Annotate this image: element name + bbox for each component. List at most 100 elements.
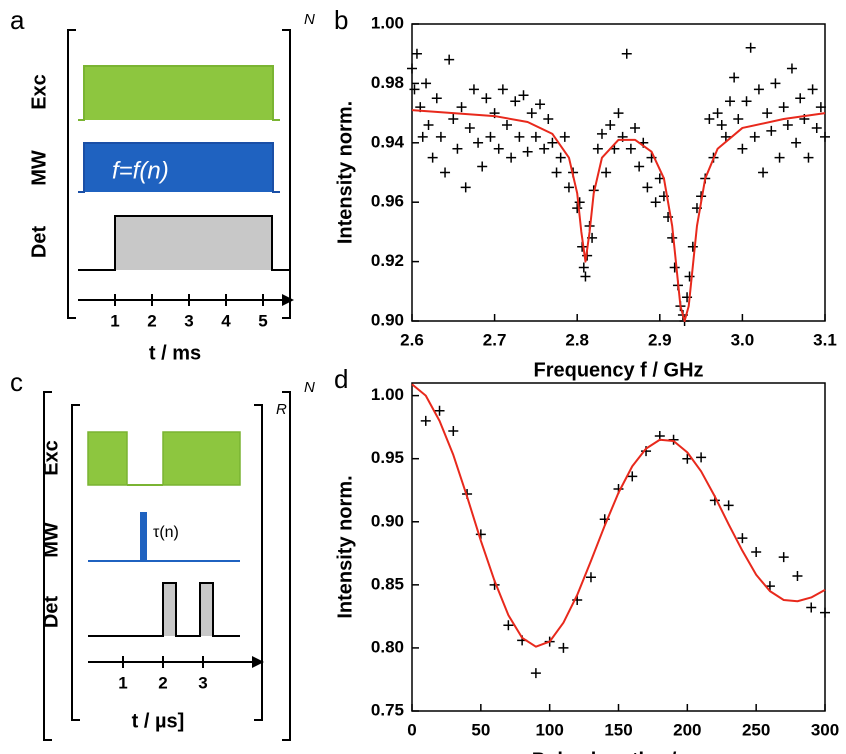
data-point (753, 84, 764, 95)
x-tick-label: 50 (471, 720, 490, 739)
data-point (444, 54, 455, 65)
data-point (621, 48, 632, 59)
data-point (601, 167, 612, 178)
x-tick-label: 2.8 (565, 330, 589, 349)
x-tick-label: 250 (742, 720, 770, 739)
panel-label: b (334, 5, 348, 35)
data-point (448, 114, 459, 125)
data-point (745, 42, 756, 53)
y-tick-label: 0.85 (371, 574, 404, 593)
data-point (820, 607, 830, 618)
data-point (435, 131, 446, 142)
data-point (574, 197, 585, 208)
x-tick-label: 150 (604, 720, 632, 739)
data-point (762, 108, 773, 119)
data-point (526, 108, 537, 119)
data-point (514, 131, 525, 142)
exc-pulse (87, 431, 241, 486)
data-point (716, 119, 727, 130)
plot-frame (411, 23, 826, 322)
fit-curve (411, 109, 826, 322)
data-point (448, 425, 459, 436)
mw-pulse (78, 142, 280, 193)
data-point (803, 152, 814, 163)
annotation: f=f(n) (112, 157, 169, 184)
data-point (456, 102, 467, 113)
mw-pulse (140, 512, 147, 561)
x-tick-label: 5 (258, 311, 267, 330)
data-point (792, 571, 803, 582)
data-point (407, 63, 417, 74)
det-pulse (78, 215, 290, 271)
y-tick-label: 1.00 (371, 385, 404, 404)
panel-label: a (10, 5, 25, 35)
data-point (503, 620, 514, 631)
bracket (71, 404, 263, 721)
data-point (518, 90, 529, 101)
data-point (749, 131, 760, 142)
y-tick-label: 0.98 (371, 73, 404, 92)
x-tick-label: 2.9 (648, 330, 672, 349)
data-point (627, 471, 638, 482)
data-point (493, 143, 504, 154)
x-tick-label: 4 (221, 311, 231, 330)
x-tick-label: 2 (158, 673, 167, 692)
x-tick-label: 1 (110, 311, 119, 330)
data-point (434, 405, 445, 416)
data-point (786, 63, 797, 74)
x-tick-label: 2.6 (400, 330, 424, 349)
data-point (811, 122, 822, 133)
data-point (774, 152, 785, 163)
fit-curve (411, 383, 826, 648)
data-point (530, 131, 541, 142)
x-tick-label: 2 (147, 311, 156, 330)
y-tick-label: 1.00 (371, 13, 404, 32)
data-point (751, 547, 762, 558)
y-axis-title: Intensity norm. (334, 475, 356, 618)
data-point (510, 96, 521, 107)
data-point (613, 108, 624, 119)
data-point (543, 114, 554, 125)
data-point (578, 262, 589, 273)
data-point (820, 131, 830, 142)
axis-title: t / µs] (132, 710, 185, 732)
data-point (539, 143, 550, 154)
x-axis-title: Frequency f / GHz (533, 359, 703, 381)
data-point (411, 48, 422, 59)
data-point (452, 143, 463, 154)
data-point (630, 122, 641, 133)
data-point (558, 642, 569, 653)
bracket (43, 391, 291, 741)
data-point (806, 602, 817, 613)
data-point (468, 84, 479, 95)
plot-frame (411, 382, 826, 712)
data-point (815, 102, 826, 113)
data-point (423, 119, 434, 130)
axis-title: t / ms (149, 342, 201, 364)
y-tick-label: 0.90 (371, 511, 404, 530)
data-point (551, 167, 562, 178)
data-point (431, 93, 442, 104)
data-point (563, 182, 574, 193)
data-point (592, 143, 603, 154)
arrow-head (282, 294, 294, 306)
data-point (682, 453, 693, 464)
data-point (733, 114, 744, 125)
x-tick-label: 3.0 (731, 330, 755, 349)
x-axis-title: Pulse length τ / ns (532, 749, 705, 754)
data-point (417, 131, 428, 142)
data-point (720, 131, 731, 142)
data-point (460, 182, 471, 193)
data-point (712, 108, 723, 119)
x-tick-label: 2.7 (483, 330, 507, 349)
data-point (758, 167, 769, 178)
data-point (559, 131, 570, 142)
data-point (766, 125, 777, 136)
data-point (485, 131, 496, 142)
data-point (782, 119, 793, 130)
row-label: MW (40, 522, 62, 558)
row-label: Exc (28, 74, 50, 110)
data-point (427, 152, 438, 163)
det-pulse (88, 582, 240, 637)
data-point (625, 143, 636, 154)
